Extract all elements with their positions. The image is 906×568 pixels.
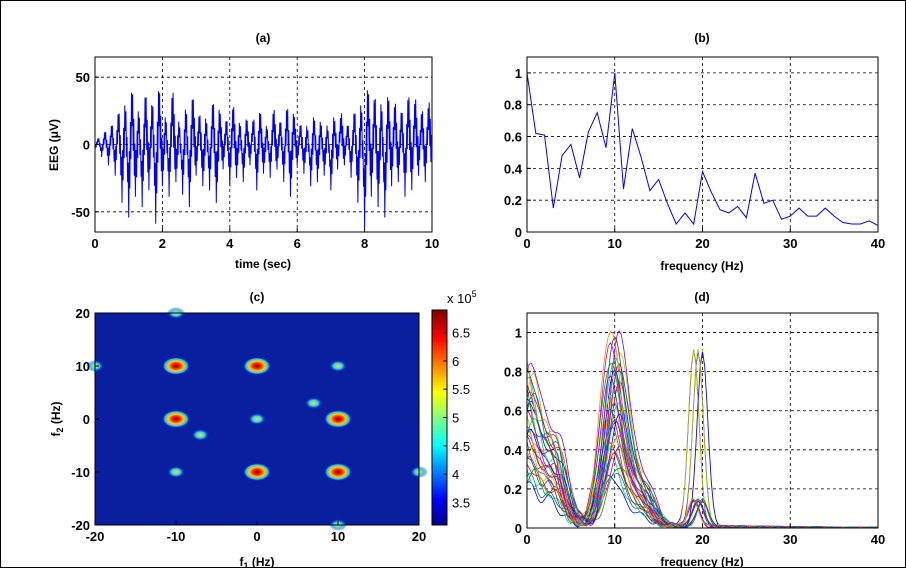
panel-d-title: (d) [694,290,709,304]
heatmap-hotspot [324,410,352,428]
panel-a-xtick-label: 4 [226,236,234,251]
heatmap-hotspot [167,466,185,478]
panel-d-xtick-label: 20 [695,532,709,547]
panel-b-xlabel: frequency (Hz) [660,259,743,273]
panel-a-xtick-label: 6 [294,236,301,251]
panel-c: (c) [49,289,477,568]
panel-d-ytick-label: 0.4 [504,443,523,458]
panel-c-ytick-label: -20 [71,518,90,533]
panel-d-ytick-label: 0.6 [504,404,522,419]
panel-b-xtick-label: 20 [695,236,709,251]
panel-b-ytick-label: 0.8 [504,98,522,113]
colorbar-tick-label: 5 [452,411,459,426]
panel-a-series-line [94,90,433,229]
heatmap-hotspot [243,357,271,375]
heatmap-hotspot [248,413,266,425]
panel-a-xtick-label: 2 [159,236,166,251]
panel-c-xtick-label: -10 [167,529,186,544]
panel-c-xlabel: f1 (Hz) [239,555,274,568]
heatmap-hotspot [162,410,190,428]
panel-b-ytick-label: 0.6 [504,130,522,145]
panel-a-ytick-label: 50 [76,70,90,85]
panel-b-xtick-label: 40 [871,236,885,251]
heatmap-hotspot [304,397,323,410]
panel-a-xtick-label: 0 [91,236,98,251]
panel-c-xtick-label: 20 [412,529,426,544]
colorbar-tick-label: 4.5 [452,439,470,454]
panel-c-ylabel: f2 (Hz) [49,401,65,436]
colorbar-tick-label: 3.5 [452,495,470,510]
panel-b-ytick-label: 1 [515,66,522,81]
panel-c-xtick-label: 0 [253,529,260,544]
panel-c-ytick-label: -10 [71,465,90,480]
colorbar-multiplier: x 105 [447,289,477,306]
panel-d-ytick-label: 0 [515,521,522,536]
panel-d-xtick-label: 10 [608,532,622,547]
panel-a-xtick-label: 8 [361,236,368,251]
panel-d-xlabel: frequency (Hz) [660,555,743,568]
panel-b-ytick-label: 0.4 [504,161,523,176]
colorbar-tick-label: 6.5 [452,326,470,341]
panel-a-ylabel: EEG (μV) [47,119,61,171]
panel-a-xtick-label: 10 [425,236,439,251]
panel-b-series-line [526,72,879,227]
colorbar-tick-label: 5.5 [452,382,470,397]
panel-d-xtick-label: 40 [871,532,885,547]
heatmap-hotspot [191,428,210,441]
panel-b-xtick-label: 10 [608,236,622,251]
panel-a-ytick-label: 0 [83,138,90,153]
colorbar-tick-label: 4 [452,467,459,482]
heatmap-hotspot [162,357,190,375]
panel-a-xlabel: time (sec) [235,257,291,271]
panel-a-ytick-label: -50 [71,205,90,220]
panel-d-ytick-label: 0.8 [504,365,522,380]
panel-b-xtick-label: 0 [523,236,530,251]
heatmap-hotspot [324,463,352,481]
panel-b-title: (b) [694,31,709,45]
panel-d-series-lines [526,329,879,529]
panel-c-title: (c) [250,290,265,304]
panel-d-ytick-label: 1 [515,326,522,341]
panel-d-ytick-label: 0.2 [504,482,522,497]
panel-c-ytick-label: 0 [83,412,90,427]
heatmap-hotspot [243,463,271,481]
panel-d-xtick-label: 30 [783,532,797,547]
panel-d-series-line [526,369,879,529]
panel-a: (a) 0 2 4 6 8 10 -50 0 50 time (sec) EEG (μV) [47,31,439,271]
panel-b-ytick-label: 0.2 [504,193,522,208]
panel-b-ytick-label: 0 [515,225,522,240]
panel-b: (b) 0 10 20 30 40 0 0.2 0.4 0.6 0.8 1 frequency (H… [504,31,885,273]
panel-d-xtick-label: 0 [523,532,530,547]
colorbar-tick-label: 6 [452,354,459,369]
panel-a-title: (a) [256,31,271,45]
panel-c-xtick-label: -20 [86,529,105,544]
panel-c-xtick-label: 10 [331,529,345,544]
panel-c-ytick-label: 10 [76,359,90,374]
panel-c-ytick-label: 20 [76,306,90,321]
panel-b-xtick-label: 30 [783,236,797,251]
panel-d: (d) 0 10 20 30 40 0 0.2 0.4 0.6 0.8 1 frequency (H… [504,290,885,568]
heatmap-hotspot [329,360,347,372]
